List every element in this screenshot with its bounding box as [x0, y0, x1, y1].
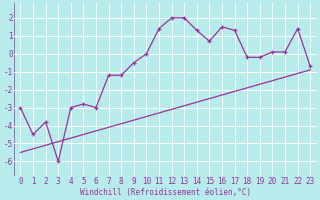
X-axis label: Windchill (Refroidissement éolien,°C): Windchill (Refroidissement éolien,°C)	[80, 188, 251, 197]
